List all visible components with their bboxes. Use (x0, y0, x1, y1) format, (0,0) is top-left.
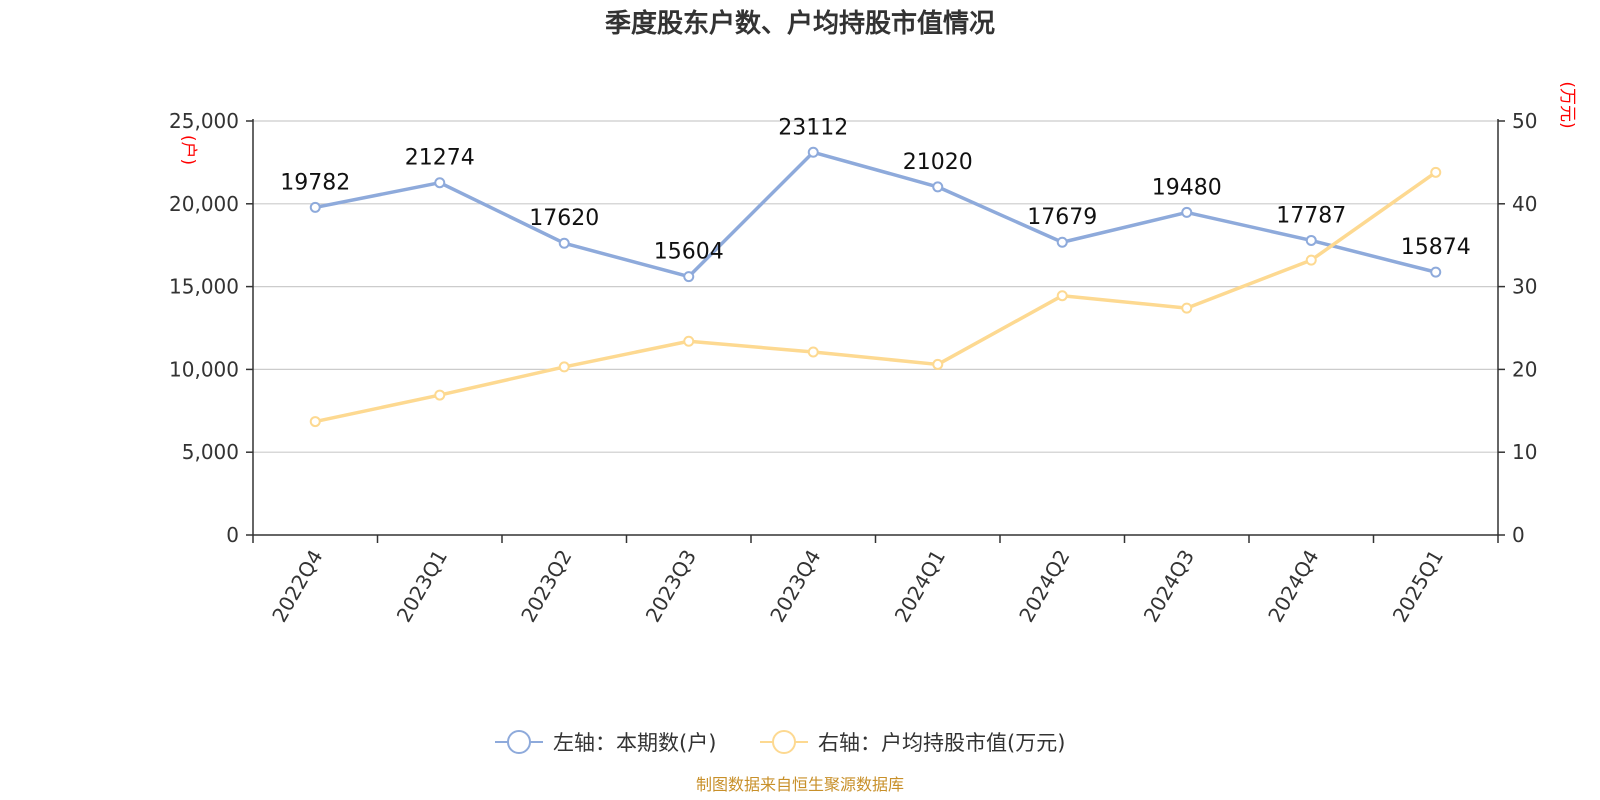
x-tick-label: 2023Q2 (516, 546, 576, 627)
x-tick-label: 2024Q4 (1263, 546, 1323, 627)
legend: 左轴：本期数(户) 右轴：户均持股市值(万元) (495, 730, 1065, 755)
x-tick-label: 2023Q4 (765, 546, 825, 627)
source-note: 制图数据来自恒生聚源数据库 (696, 775, 904, 794)
right-tick-label: 30 (1512, 275, 1537, 299)
avg-holding-value-point (1056, 290, 1068, 302)
avg-holding-value-point (1430, 166, 1442, 178)
avg-holding-value-point (558, 361, 570, 373)
data-label: 17620 (529, 206, 599, 231)
x-tick-label: 2025Q1 (1388, 546, 1448, 627)
shareholders-point (932, 181, 944, 193)
data-labels: 19782 21274 17620 15604 23112 21020 17679 19480… (280, 115, 1471, 264)
avg-holding-value-point (683, 335, 695, 347)
legend-label: 右轴：户均持股市值(万元) (818, 731, 1065, 755)
left-tick-label: 0 (226, 523, 239, 547)
shareholders-point (807, 146, 819, 158)
data-label: 21274 (405, 146, 475, 171)
shareholders-line (314, 150, 1437, 279)
shareholders-point (683, 271, 695, 283)
data-label: 21020 (903, 150, 973, 175)
shareholders-point (1056, 236, 1068, 248)
right-tick-label: 50 (1512, 109, 1537, 133)
series (309, 146, 1442, 428)
avg-holding-value-point (434, 389, 446, 401)
left-tick-label: 5,000 (182, 440, 239, 464)
avg-holding-value-point (309, 416, 321, 428)
data-label: 17679 (1027, 205, 1097, 230)
right-tick-label: 20 (1512, 357, 1537, 381)
axes: 0 5,000 10,000 15,000 20,000 25,000 0 10 20 30 40 5… (169, 109, 1537, 626)
legend-label: 左轴：本期数(户) (553, 731, 716, 755)
x-tick-label: 2024Q2 (1014, 546, 1074, 627)
x-tick-label: 2023Q1 (392, 546, 452, 627)
left-tick-label: 15,000 (169, 275, 239, 299)
data-label: 17787 (1276, 203, 1346, 228)
right-axis-unit: (万元) (1557, 81, 1577, 128)
avg-holding-value-point (1305, 254, 1317, 266)
legend-marker (772, 730, 796, 754)
x-tick-label: 2022Q4 (267, 546, 327, 627)
data-label: 15604 (654, 240, 724, 265)
shareholders-point (1430, 266, 1442, 278)
shareholders-point (558, 237, 570, 249)
shareholders-point (309, 201, 321, 213)
avg-holding-value-line (314, 170, 1437, 424)
left-tick-label: 25,000 (169, 109, 239, 133)
x-tick-label: 2024Q1 (890, 546, 950, 627)
shareholders-point (1181, 206, 1193, 218)
grid-lines (253, 120, 1498, 453)
avg-holding-value-point (1181, 302, 1193, 314)
right-tick-label: 0 (1512, 523, 1525, 547)
chart-title: 季度股东户数、户均持股市值情况 (605, 8, 995, 39)
legend-marker (507, 730, 531, 754)
x-tick-label: 2023Q3 (641, 546, 701, 627)
left-axis-unit: (户) (178, 135, 198, 165)
avg-holding-value-point (932, 358, 944, 370)
shareholders-point (1305, 234, 1317, 246)
left-tick-label: 20,000 (169, 192, 239, 216)
data-label: 15874 (1401, 235, 1471, 260)
right-tick-label: 10 (1512, 440, 1537, 464)
data-label: 23112 (778, 115, 848, 140)
data-label: 19782 (280, 170, 350, 195)
shareholders-point (434, 177, 446, 189)
left-tick-label: 10,000 (169, 357, 239, 381)
avg-holding-value-point (807, 346, 819, 358)
data-label: 19480 (1152, 175, 1222, 200)
right-tick-label: 40 (1512, 192, 1537, 216)
x-tick-label: 2024Q3 (1139, 546, 1199, 627)
